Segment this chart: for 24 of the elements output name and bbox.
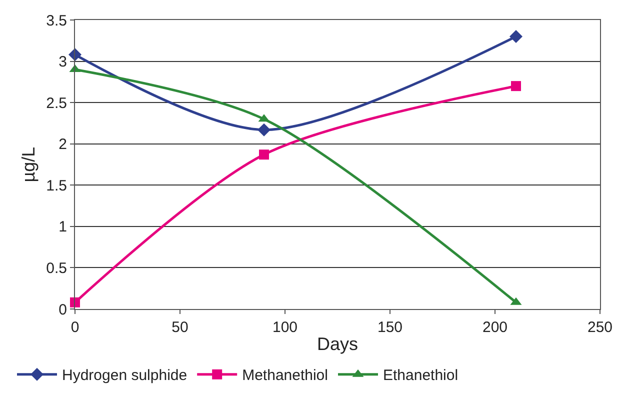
x-axis-title: Days <box>316 334 358 354</box>
y-tick-label: 0 <box>58 301 67 318</box>
x-tick-label: 100 <box>272 319 298 336</box>
x-tick-label: 50 <box>172 319 188 336</box>
y-tick-label: 1 <box>58 218 67 236</box>
point <box>510 30 522 44</box>
x-tick-label: 200 <box>482 319 508 336</box>
legend-label: Hydrogen sulphide <box>62 367 188 384</box>
point <box>258 123 270 136</box>
y-tick-label: 2 <box>58 136 67 154</box>
y-tick-label: 3 <box>58 54 67 71</box>
y-axis-title: µg/L <box>18 146 38 182</box>
y-tick-label: 2.5 <box>46 94 67 112</box>
legend-label: Ethanethiol <box>383 367 458 384</box>
x-tick-label: 150 <box>377 319 403 336</box>
y-tick-label: 1.5 <box>46 177 67 194</box>
point <box>259 150 269 160</box>
y-tick-label: 0.5 <box>46 260 67 277</box>
legend-label: Methanethiol <box>242 367 328 384</box>
x-tick-label: 0 <box>70 319 80 336</box>
point <box>511 81 521 92</box>
x-tick-label: 250 <box>587 319 613 336</box>
y-tick-label: 3.5 <box>46 12 67 30</box>
point <box>70 297 80 308</box>
